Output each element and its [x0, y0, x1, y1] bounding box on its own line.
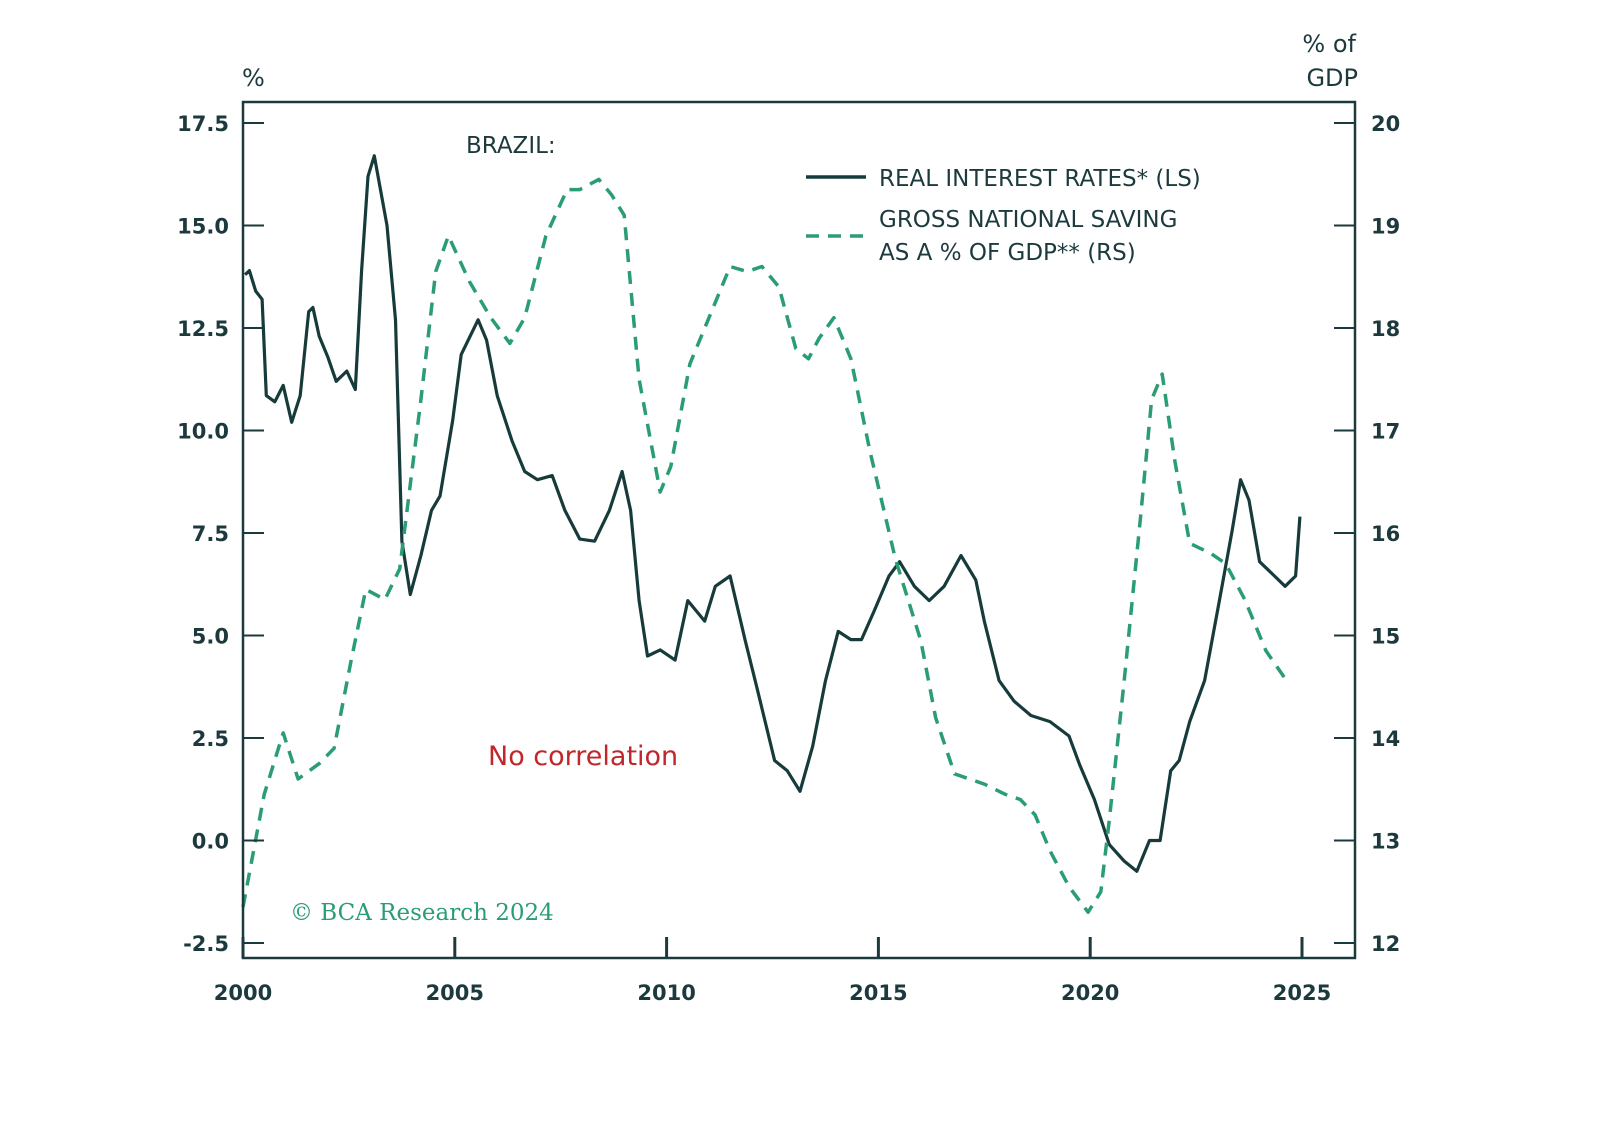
x-axis: 2000 2005 2010 2015 2020 2025: [214, 937, 1331, 1005]
x-axis-tick-label: 2005: [426, 981, 484, 1005]
left-axis-tick-label: 12.5: [177, 317, 229, 341]
right-axis: 20 19 18 17 16 15 14 13 12: [1334, 112, 1400, 956]
right-axis-tick-label: 14: [1371, 727, 1400, 751]
left-axis-tick-label: 2.5: [192, 727, 229, 751]
x-axis-tick-label: 2020: [1061, 981, 1119, 1005]
left-axis-unit: %: [242, 64, 265, 92]
x-axis-tick-label: 2010: [637, 981, 695, 1005]
right-axis-tick-label: 18: [1371, 317, 1400, 341]
annotation-no-correlation: No correlation: [488, 741, 678, 772]
right-axis-tick-label: 13: [1371, 830, 1400, 854]
x-axis-tick-label: 2015: [849, 981, 907, 1005]
legend-label-national-saving-line1: GROSS NATIONAL SAVING: [879, 207, 1177, 233]
left-axis-tick-label: 0.0: [192, 830, 229, 854]
left-axis-tick-label: 5.0: [192, 625, 229, 649]
left-axis-tick-label: 17.5: [177, 112, 229, 136]
series-layer: [241, 154, 1302, 914]
left-axis-tick-label: 7.5: [192, 522, 229, 546]
right-axis-unit-line1: % of: [1302, 30, 1356, 58]
left-axis-tick-label: 10.0: [177, 420, 229, 444]
x-axis-tick-label: 2025: [1273, 981, 1331, 1005]
plot-frame-border: [241, 100, 1357, 960]
right-axis-tick-label: 15: [1371, 625, 1400, 649]
series-line-real-interest-rates: [243, 154, 1302, 873]
right-axis-unit-line2: GDP: [1306, 64, 1358, 92]
right-axis-tick-label: 16: [1371, 522, 1400, 546]
left-axis-tick-label: 15.0: [177, 215, 229, 239]
x-axis-tick-label: 2000: [214, 981, 272, 1005]
right-axis-tick-label: 19: [1371, 215, 1400, 239]
right-axis-tick-label: 12: [1371, 932, 1400, 956]
right-axis-tick-label: 17: [1371, 420, 1400, 444]
chart-title: BRAZIL:: [466, 133, 556, 159]
plot-frame: [241, 100, 1357, 960]
left-axis: 17.5 15.0 12.5 10.0 7.5 5.0 2.5 0.0 -2.5: [177, 112, 264, 956]
right-axis-tick-label: 20: [1371, 112, 1400, 136]
legend-label-interest-rates: REAL INTEREST RATES* (LS): [879, 166, 1201, 192]
legend-label-national-saving-line2: AS A % OF GDP** (RS): [879, 240, 1136, 266]
series-line-gross-national-saving: [241, 177, 1289, 914]
left-axis-tick-label: -2.5: [183, 932, 229, 956]
copyright-credit: © BCA Research 2024: [290, 900, 554, 926]
legend: REAL INTEREST RATES* (LS) GROSS NATIONAL…: [806, 166, 1201, 266]
